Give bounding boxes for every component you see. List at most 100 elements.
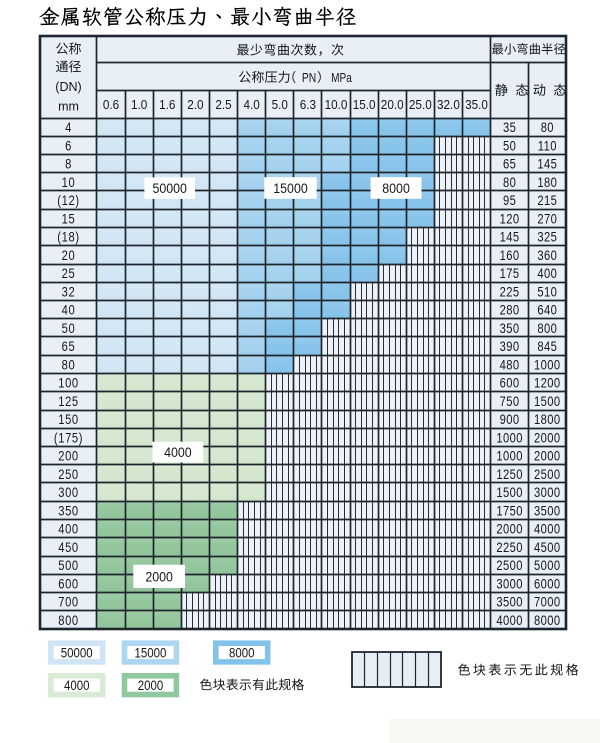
svg-text:1250: 1250 <box>496 467 522 482</box>
svg-text:0.6: 0.6 <box>103 98 120 112</box>
svg-text:25.0: 25.0 <box>409 98 432 112</box>
svg-text:500: 500 <box>58 558 79 573</box>
svg-text:390: 390 <box>500 339 520 354</box>
svg-text:350: 350 <box>58 503 79 518</box>
svg-text:270: 270 <box>537 211 557 226</box>
svg-text:4500: 4500 <box>534 540 560 555</box>
svg-text:35: 35 <box>503 120 516 135</box>
svg-text:600: 600 <box>500 375 520 390</box>
svg-text:510: 510 <box>537 284 557 299</box>
svg-text:2000: 2000 <box>534 448 560 463</box>
svg-text:900: 900 <box>500 412 520 427</box>
svg-text:25: 25 <box>62 266 76 281</box>
svg-text:2250: 2250 <box>496 540 522 555</box>
svg-text:(18): (18) <box>57 229 79 244</box>
svg-text:120: 120 <box>500 211 520 226</box>
svg-text:65: 65 <box>62 339 76 354</box>
svg-text:mm: mm <box>58 100 79 114</box>
svg-text:3500: 3500 <box>496 594 522 609</box>
svg-text:8000: 8000 <box>382 180 410 196</box>
svg-text:300: 300 <box>58 485 79 500</box>
svg-text:50: 50 <box>503 138 516 153</box>
svg-text:4000: 4000 <box>496 613 522 628</box>
svg-text:(175): (175) <box>54 430 83 445</box>
svg-text:4.0: 4.0 <box>243 98 260 112</box>
svg-text:1.0: 1.0 <box>131 98 148 112</box>
svg-text:480: 480 <box>500 357 520 372</box>
svg-text:1500: 1500 <box>534 394 560 409</box>
svg-text:160: 160 <box>500 248 520 263</box>
svg-text:1000: 1000 <box>496 430 522 445</box>
svg-text:(DN): (DN) <box>55 80 81 94</box>
svg-text:4000: 4000 <box>164 444 192 460</box>
svg-text:360: 360 <box>537 248 557 263</box>
svg-text:35.0: 35.0 <box>465 98 488 112</box>
svg-text:600: 600 <box>58 576 79 591</box>
svg-text:100: 100 <box>58 375 79 390</box>
svg-text:175: 175 <box>500 266 520 281</box>
svg-text:(12): (12) <box>57 193 79 208</box>
svg-text:32.0: 32.0 <box>437 98 460 112</box>
svg-text:6: 6 <box>65 138 72 153</box>
svg-text:3500: 3500 <box>534 503 560 518</box>
svg-text:80: 80 <box>62 357 76 372</box>
svg-text:7000: 7000 <box>534 594 560 609</box>
svg-text:1750: 1750 <box>496 503 522 518</box>
svg-text:700: 700 <box>58 594 79 609</box>
svg-text:2000: 2000 <box>145 569 173 585</box>
svg-text:2.5: 2.5 <box>215 98 232 112</box>
svg-text:225: 225 <box>500 284 520 299</box>
svg-text:10: 10 <box>62 175 76 190</box>
svg-text:8000: 8000 <box>534 613 560 628</box>
svg-text:MPa: MPa <box>331 72 352 85</box>
svg-text:2000: 2000 <box>138 678 164 693</box>
svg-text:5.0: 5.0 <box>272 98 289 112</box>
svg-text:450: 450 <box>58 540 79 555</box>
svg-text:400: 400 <box>58 521 79 536</box>
svg-text:95: 95 <box>503 193 516 208</box>
svg-text:15000: 15000 <box>135 645 167 660</box>
svg-text:20.0: 20.0 <box>381 98 404 112</box>
svg-text:280: 280 <box>500 302 520 317</box>
svg-text:800: 800 <box>58 613 79 628</box>
svg-text:2.0: 2.0 <box>187 98 204 112</box>
svg-text:15000: 15000 <box>273 180 308 196</box>
svg-text:110: 110 <box>538 138 557 153</box>
svg-text:1000: 1000 <box>534 357 560 372</box>
svg-text:65: 65 <box>503 156 516 171</box>
svg-text:6000: 6000 <box>534 576 560 591</box>
svg-text:800: 800 <box>537 321 557 336</box>
svg-text:4000: 4000 <box>534 521 560 536</box>
svg-text:3000: 3000 <box>496 576 522 591</box>
svg-text:20: 20 <box>62 248 76 263</box>
svg-text:1000: 1000 <box>496 448 522 463</box>
svg-text:2500: 2500 <box>496 558 522 573</box>
svg-text:50000: 50000 <box>152 180 187 196</box>
svg-text:1.6: 1.6 <box>159 98 176 112</box>
svg-text:1800: 1800 <box>534 412 560 427</box>
svg-text:250: 250 <box>58 467 79 482</box>
svg-text:50: 50 <box>62 321 76 336</box>
svg-text:15.0: 15.0 <box>353 98 376 112</box>
svg-text:145: 145 <box>500 229 520 244</box>
svg-text:2500: 2500 <box>534 467 560 482</box>
svg-text:3000: 3000 <box>534 485 560 500</box>
svg-text:6.3: 6.3 <box>300 98 317 112</box>
svg-text:8: 8 <box>65 156 72 171</box>
svg-text:845: 845 <box>537 339 557 354</box>
svg-text:15: 15 <box>62 211 76 226</box>
svg-text:150: 150 <box>58 412 79 427</box>
svg-text:40: 40 <box>62 302 76 317</box>
svg-text:4: 4 <box>65 120 72 135</box>
svg-text:80: 80 <box>541 120 554 135</box>
svg-text:400: 400 <box>537 266 557 281</box>
svg-text:4000: 4000 <box>64 678 90 693</box>
svg-text:10.0: 10.0 <box>325 98 348 112</box>
svg-text:5000: 5000 <box>534 558 560 573</box>
svg-text:2000: 2000 <box>496 521 522 536</box>
svg-text:200: 200 <box>58 448 79 463</box>
svg-text:1200: 1200 <box>534 375 560 390</box>
svg-text:50000: 50000 <box>61 645 93 660</box>
svg-text:PN: PN <box>302 72 316 85</box>
svg-text:32: 32 <box>62 284 76 299</box>
